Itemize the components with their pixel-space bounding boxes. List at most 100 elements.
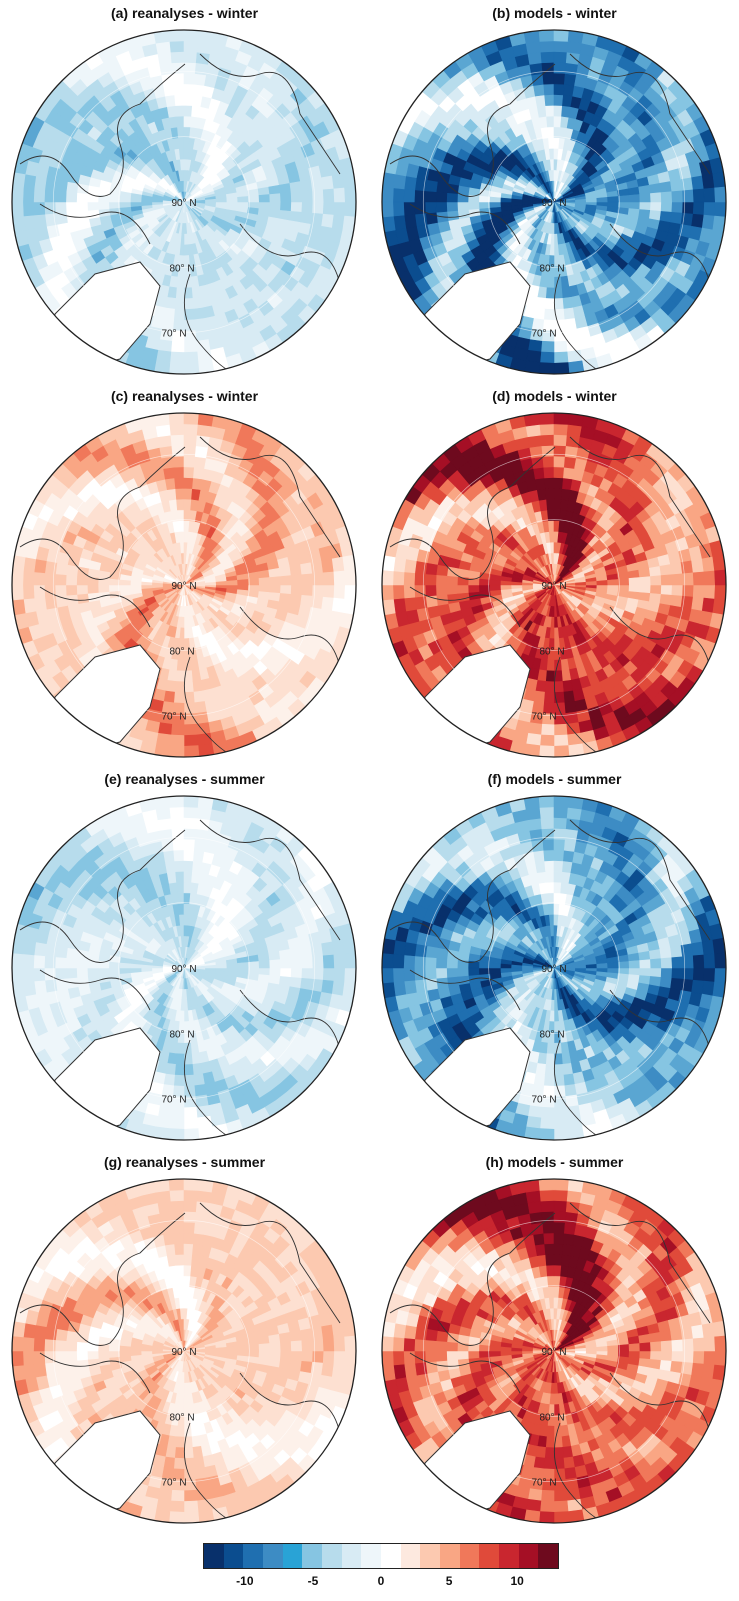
map-boundary <box>381 29 727 375</box>
panel-c: (c) reanalyses - winter 90° N 80° N 70° N <box>0 383 369 765</box>
latitude-label: 90° N <box>171 198 196 209</box>
latitude-circle <box>422 836 686 1100</box>
colorbar-swatch <box>538 1544 559 1568</box>
latitude-circle <box>118 136 250 268</box>
polar-map-c: 90° N 80° N 70° N <box>11 412 357 758</box>
panel-g: (g) reanalyses - summer 90° N 80° N 70° N <box>0 1149 369 1531</box>
colorbar-swatch <box>322 1544 342 1568</box>
latitude-label: 80° N <box>169 646 194 657</box>
latitude-label: 90° N <box>541 581 566 592</box>
anomaly-field <box>12 413 356 757</box>
coastline <box>19 53 341 374</box>
latitude-label: 90° N <box>541 1347 566 1358</box>
anomaly-field <box>382 796 726 1140</box>
latitude-circle <box>52 836 316 1100</box>
panel-title: (a) reanalyses - winter <box>110 5 259 21</box>
latitude-label: 80° N <box>169 1029 194 1040</box>
polar-map-b: 90° N 80° N 70° N <box>381 29 727 375</box>
coastline <box>389 819 711 1140</box>
map-boundary <box>11 412 357 758</box>
latitude-label: 90° N <box>171 964 196 975</box>
colorbar-swatch <box>499 1544 519 1568</box>
colorbar-swatch <box>518 1544 539 1568</box>
latitude-label: 70° N <box>531 1095 556 1106</box>
latitude-label: 70° N <box>161 1095 186 1106</box>
latitude-label: 80° N <box>539 263 564 274</box>
colorbar-swatch <box>420 1544 441 1568</box>
latitude-label: 70° N <box>161 329 186 340</box>
colorbar-swatch <box>341 1544 362 1568</box>
panel-title: (f) models - summer <box>487 771 622 787</box>
panel-f: (f) models - summer 90° N 80° N 70° N <box>370 766 739 1148</box>
latitude-circle <box>488 136 620 268</box>
latitude-label: 80° N <box>169 263 194 274</box>
coastline <box>389 436 711 757</box>
latitude-circle <box>422 1219 686 1483</box>
colorbar-swatch <box>282 1544 303 1568</box>
panel-d: (d) models - winter 90° N 80° N 70° N <box>370 383 739 765</box>
colorbar-swatch <box>223 1544 244 1568</box>
colorbar-swatch <box>361 1544 382 1568</box>
map-boundary <box>381 412 727 758</box>
latitude-label: 80° N <box>539 1412 564 1423</box>
panel-title: (h) models - summer <box>485 1154 624 1170</box>
polar-map-a: 90° N 80° N 70° N <box>11 29 357 375</box>
polar-map-g: 90° N 80° N 70° N <box>11 1178 357 1524</box>
latitude-label: 70° N <box>161 1478 186 1489</box>
latitude-label: 80° N <box>539 1029 564 1040</box>
latitude-label: 70° N <box>531 712 556 723</box>
coastline <box>19 436 341 757</box>
polar-map-e: 90° N 80° N 70° N <box>11 795 357 1141</box>
panel-title: (c) reanalyses - winter <box>110 388 259 404</box>
latitude-circle <box>52 1219 316 1483</box>
colorbar-swatch <box>440 1544 460 1568</box>
latitude-circle <box>488 519 620 651</box>
colorbar-swatch <box>459 1544 480 1568</box>
colorbar-swatch <box>302 1544 323 1568</box>
panel-e: (e) reanalyses - summer 90° N 80° N 70° N <box>0 766 369 1148</box>
latitude-label: 70° N <box>531 1478 556 1489</box>
anomaly-field <box>382 30 726 374</box>
colorbar-swatch <box>381 1544 401 1568</box>
panel-b: (b) models - winter 90° N 80° N 70° N <box>370 0 739 382</box>
colorbar-swatch <box>400 1544 421 1568</box>
anomaly-field <box>382 1179 726 1523</box>
latitude-circle <box>422 453 686 717</box>
coastline <box>389 1202 711 1523</box>
latitude-circle <box>422 70 686 334</box>
latitude-circle <box>118 519 250 651</box>
map-boundary <box>11 795 357 1141</box>
polar-map-d: 90° N 80° N 70° N <box>381 412 727 758</box>
latitude-circle <box>488 902 620 1034</box>
coastline <box>19 1202 341 1523</box>
map-boundary <box>11 1178 357 1524</box>
colorbar-tick-label: 10 <box>510 1574 524 1588</box>
latitude-circle <box>118 902 250 1034</box>
colorbar-swatch <box>204 1544 224 1568</box>
latitude-label: 90° N <box>541 964 566 975</box>
panel-title: (e) reanalyses - summer <box>104 771 265 787</box>
anomaly-field <box>382 413 726 757</box>
latitude-label: 90° N <box>171 581 196 592</box>
latitude-label: 90° N <box>171 1347 196 1358</box>
coastline <box>19 819 341 1140</box>
anomaly-field <box>12 796 356 1140</box>
colorbar-tick-label: 5 <box>445 1574 453 1588</box>
map-boundary <box>381 795 727 1141</box>
colorbar-swatch <box>479 1544 500 1568</box>
latitude-circle <box>52 70 316 334</box>
anomaly-field <box>12 30 356 374</box>
panel-h: (h) models - summer 90° N 80° N 70° N <box>370 1149 739 1531</box>
panel-title: (b) models - winter <box>492 5 617 21</box>
latitude-label: 70° N <box>531 329 556 340</box>
colorbar-tick-label: -5 <box>307 1574 319 1588</box>
panel-title: (d) models - winter <box>492 388 617 404</box>
panel-a: (a) reanalyses - winter 90° N 80° N 70° N <box>0 0 369 382</box>
panel-title: (g) reanalyses - summer <box>103 1154 266 1170</box>
colorbar-tick-label: 0 <box>377 1574 385 1588</box>
polar-map-f: 90° N 80° N 70° N <box>381 795 727 1141</box>
latitude-label: 80° N <box>539 646 564 657</box>
map-boundary <box>11 29 357 375</box>
coastline <box>389 53 711 374</box>
latitude-label: 80° N <box>169 1412 194 1423</box>
